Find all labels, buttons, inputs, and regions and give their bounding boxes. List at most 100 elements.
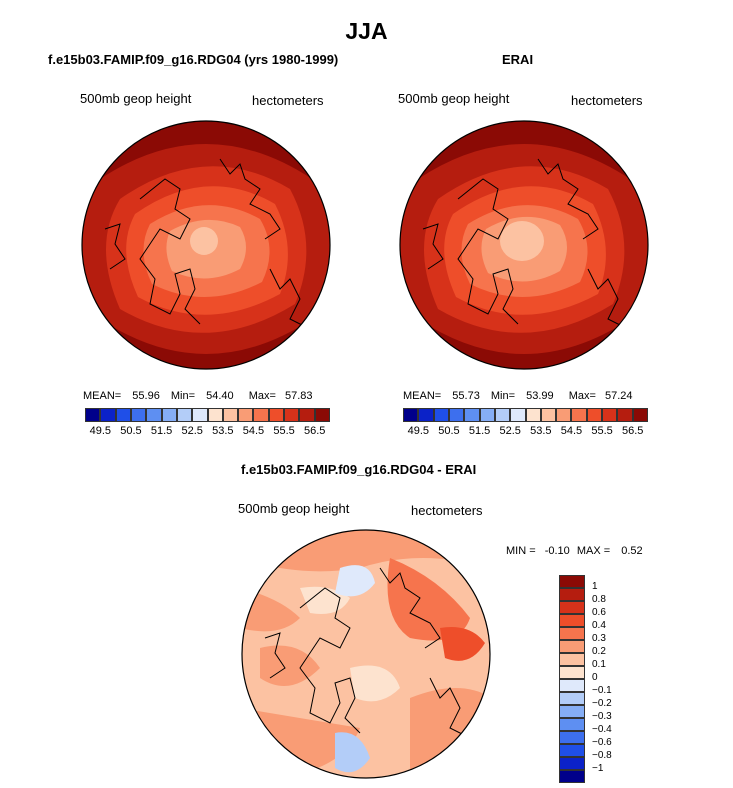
diff-colorbar-swatch xyxy=(559,614,585,627)
panel-1-colorbar-swatch xyxy=(161,408,177,422)
diff-colorbar-label: −0.3 xyxy=(592,711,612,722)
panel-2-variable: 500mb geop height xyxy=(398,91,510,106)
panel-1-colorbar-tick-label: 55.5 xyxy=(273,425,295,437)
panel-1-polar-map xyxy=(81,120,331,370)
diff-colorbar-label: 0 xyxy=(592,672,598,683)
diff-colorbar-label: 0.2 xyxy=(592,646,606,657)
panel-1-colorbar-swatch xyxy=(299,408,315,422)
panel-2-stats: MEAN= 55.73 Min= 53.99 Max= 57.24 xyxy=(403,390,633,402)
panel-1-colorbar-swatch xyxy=(146,408,162,422)
panel-1-min: 54.40 xyxy=(206,390,234,402)
panel-2-colorbar-swatch xyxy=(571,408,587,422)
diff-colorbar-swatch xyxy=(559,575,585,588)
diff-colorbar-swatch xyxy=(559,757,585,770)
diff-panel-title: f.e15b03.FAMIP.f09_g16.RDG04 - ERAI xyxy=(241,462,477,477)
panel-1-colorbar-swatch xyxy=(284,408,300,422)
panel-2-colorbar-swatch xyxy=(433,408,449,422)
panel-1-colorbar-swatch xyxy=(253,408,269,422)
panel-1-stats: MEAN= 55.96 Min= 54.40 Max= 57.83 xyxy=(83,390,313,402)
diff-colorbar-swatch xyxy=(559,705,585,718)
diff-colorbar-swatch xyxy=(559,731,585,744)
diff-colorbar-label: 0.1 xyxy=(592,659,606,670)
panel-2-colorbar-swatch xyxy=(464,408,480,422)
diff-colorbar-swatch xyxy=(559,679,585,692)
diff-colorbar-swatch xyxy=(559,770,585,783)
panel-1-colorbar-swatch xyxy=(192,408,208,422)
diff-colorbar-label: −0.1 xyxy=(592,685,612,696)
panel-2-colorbar-swatch xyxy=(479,408,495,422)
panel-2-polar-map xyxy=(399,120,649,370)
panel-2-colorbar-swatch xyxy=(586,408,603,422)
diff-colorbar-swatch xyxy=(559,640,585,653)
panel-2-colorbar-swatch xyxy=(525,408,541,422)
panel-2-colorbar-swatch xyxy=(448,408,465,422)
panel-1-colorbar-swatch xyxy=(115,408,131,422)
diff-min: -0.10 xyxy=(544,545,570,557)
panel-1-colorbar-swatch xyxy=(130,408,147,422)
panel-2-mean-label: MEAN= xyxy=(403,390,442,402)
panel-2-colorbar-tick-label: 53.5 xyxy=(530,425,552,437)
panel-1-max-label: Max= xyxy=(248,390,276,402)
panel-2-colorbar-swatch xyxy=(418,408,434,422)
panel-1-colorbar-swatch xyxy=(222,408,239,422)
diff-colorbar-swatch xyxy=(559,744,585,757)
panel-1-min-label: Min= xyxy=(170,390,196,402)
panel-1-colorbar-tick-label: 56.5 xyxy=(303,425,326,437)
diff-max: 0.52 xyxy=(621,545,643,557)
panel-1-colorbar-swatch xyxy=(207,408,223,422)
panel-2-title: ERAI xyxy=(502,52,534,67)
diff-colorbar-labels: 1 0.8 0.6 0.4 0.3 0.2 0.1 0 −0.1 −0.2 −0.3 −0.4 −0.6… xyxy=(592,575,652,785)
panel-2-colorbar-swatch xyxy=(494,408,511,422)
panel-2-colorbar-swatch xyxy=(632,408,648,422)
diff-panel-stats: MIN = -0.10 MAX = 0.52 xyxy=(506,545,643,557)
diff-colorbar-swatch xyxy=(559,653,585,666)
panel-2-min: 53.99 xyxy=(526,390,554,402)
diff-colorbar-label: −0.8 xyxy=(592,750,612,761)
diff-colorbar-swatch xyxy=(559,666,585,679)
panel-1-colorbar xyxy=(85,408,330,422)
panel-1-mean: 55.96 xyxy=(132,390,160,402)
panel-1-colorbar-swatch xyxy=(238,408,254,422)
panel-1-colorbar-tick-label: 53.5 xyxy=(212,425,234,437)
panel-1-colorbar-swatch xyxy=(314,408,330,422)
diff-min-label: MIN = xyxy=(506,545,536,557)
panel-1-colorbar-swatch xyxy=(100,408,116,422)
diff-colorbar-swatch xyxy=(559,718,585,731)
panel-1-colorbar-tick-label: 50.5 xyxy=(120,425,142,437)
diff-colorbar-label: −0.2 xyxy=(592,698,612,709)
panel-1-max: 57.83 xyxy=(284,390,313,402)
panel-1-colorbar-swatch xyxy=(176,408,193,422)
panel-2-max-label: Max= xyxy=(568,390,596,402)
diff-colorbar-swatch xyxy=(559,627,585,640)
panel-1-variable: 500mb geop height xyxy=(80,91,192,106)
diff-panel-units: hectometers xyxy=(411,503,483,518)
panel-2-colorbar-tick-label: 50.5 xyxy=(438,425,460,437)
panel-2-mean: 55.73 xyxy=(452,390,480,402)
panel-2-max: 57.24 xyxy=(604,390,633,402)
diff-colorbar-label: 1 xyxy=(592,581,598,592)
diff-colorbar-label: −1 xyxy=(592,763,604,774)
panel-2-min-label: Min= xyxy=(490,390,516,402)
panel-2-colorbar-tick-label: 55.5 xyxy=(591,425,613,437)
panel-1-colorbar-tick-label: 51.5 xyxy=(150,425,173,437)
diff-colorbar-label: 0.6 xyxy=(592,607,606,618)
panel-1-mean-label: MEAN= xyxy=(83,390,122,402)
panel-1-colorbar-tick-label: 54.5 xyxy=(242,425,265,437)
panel-1-colorbar-swatch xyxy=(85,408,101,422)
panel-2-colorbar-tick-label: 52.5 xyxy=(499,425,521,437)
panel-2-colorbar-tick-label: 56.5 xyxy=(621,425,644,437)
diff-colorbar-label: 0.3 xyxy=(592,633,606,644)
panel-1-units: hectometers xyxy=(252,93,324,108)
diff-colorbar-swatch xyxy=(559,692,585,705)
panel-1-title: f.e15b03.FAMIP.f09_g16.RDG04 (yrs 1980-1… xyxy=(48,52,339,67)
panel-2-units: hectometers xyxy=(571,93,643,108)
diff-max-label: MAX = xyxy=(576,545,611,557)
diff-colorbar-label: 0.4 xyxy=(592,620,606,631)
panel-1-colorbar-ticks: 49.5 50.5 51.5 52.5 53.5 54.5 55.5 56.5 xyxy=(85,425,330,439)
panel-2-colorbar-swatch xyxy=(510,408,526,422)
panel-2-colorbar-swatch xyxy=(602,408,618,422)
diff-colorbar-label: −0.4 xyxy=(592,724,612,735)
diff-colorbar-label: 0.8 xyxy=(592,594,606,605)
panel-2-colorbar-tick-label: 51.5 xyxy=(468,425,491,437)
diff-panel-variable: 500mb geop height xyxy=(238,501,350,516)
